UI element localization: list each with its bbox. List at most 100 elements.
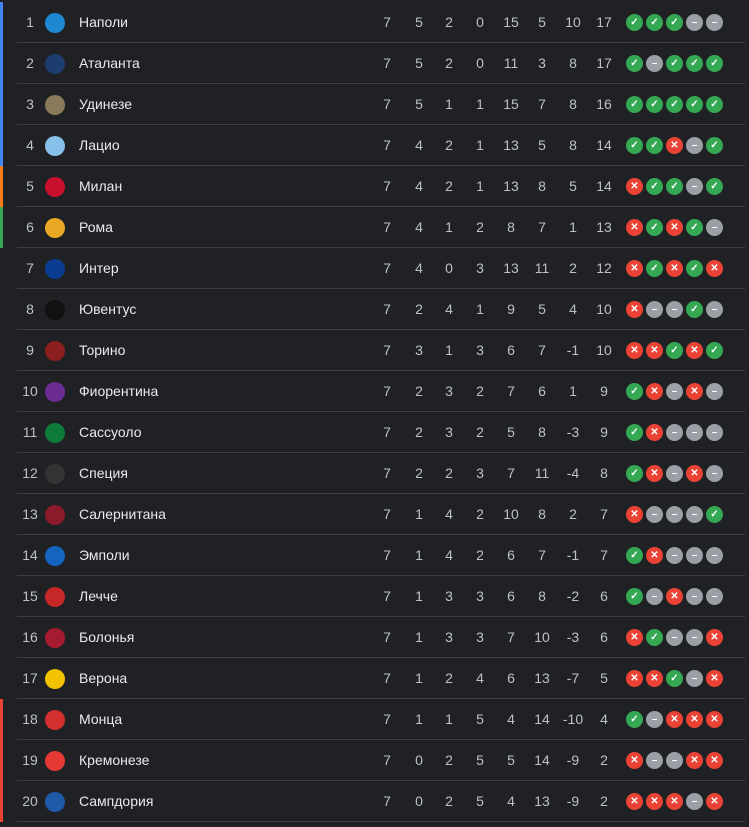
table-row[interactable]: 11 Сассуоло 7 2 3 2 5 8 -3 9 ✓ ✕ – – –	[0, 412, 749, 453]
check-icon[interactable]: ✓	[626, 383, 643, 400]
team-name[interactable]: Торино	[79, 342, 126, 358]
team-name[interactable]: Лечче	[79, 588, 118, 604]
cross-icon[interactable]: ✕	[666, 219, 683, 236]
cross-icon[interactable]: ✕	[626, 260, 643, 277]
team-name[interactable]: Интер	[79, 260, 119, 276]
team-name[interactable]: Милан	[79, 178, 123, 194]
dash-icon[interactable]: –	[706, 301, 723, 318]
dash-icon[interactable]: –	[666, 506, 683, 523]
team-name[interactable]: Специя	[79, 465, 128, 481]
team-name[interactable]: Верона	[79, 670, 128, 686]
dash-icon[interactable]: –	[706, 588, 723, 605]
table-row[interactable]: 14 Эмполи 7 1 4 2 6 7 -1 7 ✓ ✕ – – –	[0, 535, 749, 576]
check-icon[interactable]: ✓	[706, 137, 723, 154]
table-row[interactable]: 4 Лацио 7 4 2 1 13 5 8 14 ✓ ✓ ✕ – ✓	[0, 125, 749, 166]
table-row[interactable]: 12 Специя 7 2 2 3 7 11 -4 8 ✓ ✕ – ✕ –	[0, 453, 749, 494]
dash-icon[interactable]: –	[686, 629, 703, 646]
dash-icon[interactable]: –	[666, 547, 683, 564]
check-icon[interactable]: ✓	[686, 55, 703, 72]
cross-icon[interactable]: ✕	[626, 752, 643, 769]
dash-icon[interactable]: –	[646, 752, 663, 769]
cross-icon[interactable]: ✕	[686, 465, 703, 482]
table-row[interactable]: 19 Кремонезе 7 0 2 5 5 14 -9 2 ✕ – – ✕ ✕	[0, 740, 749, 781]
table-row[interactable]: 2 Аталанта 7 5 2 0 11 3 8 17 ✓ – ✓ ✓ ✓	[0, 43, 749, 84]
dash-icon[interactable]: –	[706, 14, 723, 31]
dash-icon[interactable]: –	[646, 301, 663, 318]
team-name[interactable]: Фиорентина	[79, 383, 159, 399]
table-row[interactable]: 1 Наполи 7 5 2 0 15 5 10 17 ✓ ✓ ✓ – –	[0, 2, 749, 43]
team-name[interactable]: Рома	[79, 219, 113, 235]
table-row[interactable]: 5 Милан 7 4 2 1 13 8 5 14 ✕ ✓ ✓ – ✓	[0, 166, 749, 207]
team-name[interactable]: Монца	[79, 711, 123, 727]
table-row[interactable]: 16 Болонья 7 1 3 3 7 10 -3 6 ✕ ✓ – – ✕	[0, 617, 749, 658]
dash-icon[interactable]: –	[686, 178, 703, 195]
cross-icon[interactable]: ✕	[626, 342, 643, 359]
check-icon[interactable]: ✓	[706, 178, 723, 195]
table-row[interactable]: 9 Торино 7 3 1 3 6 7 -1 10 ✕ ✕ ✓ ✕ ✓	[0, 330, 749, 371]
cross-icon[interactable]: ✕	[646, 383, 663, 400]
dash-icon[interactable]: –	[686, 547, 703, 564]
check-icon[interactable]: ✓	[626, 55, 643, 72]
team-name[interactable]: Салернитана	[79, 506, 166, 522]
cross-icon[interactable]: ✕	[646, 465, 663, 482]
cross-icon[interactable]: ✕	[706, 711, 723, 728]
table-row[interactable]: 7 Интер 7 4 0 3 13 11 2 12 ✕ ✓ ✕ ✓ ✕	[0, 248, 749, 289]
check-icon[interactable]: ✓	[686, 96, 703, 113]
table-row[interactable]: 17 Верона 7 1 2 4 6 13 -7 5 ✕ ✕ ✓ – ✕	[0, 658, 749, 699]
dash-icon[interactable]: –	[686, 793, 703, 810]
cross-icon[interactable]: ✕	[646, 342, 663, 359]
check-icon[interactable]: ✓	[706, 96, 723, 113]
table-row[interactable]: 10 Фиорентина 7 2 3 2 7 6 1 9 ✓ ✕ – ✕ –	[0, 371, 749, 412]
cross-icon[interactable]: ✕	[666, 137, 683, 154]
cross-icon[interactable]: ✕	[686, 383, 703, 400]
cross-icon[interactable]: ✕	[686, 342, 703, 359]
cross-icon[interactable]: ✕	[706, 752, 723, 769]
cross-icon[interactable]: ✕	[686, 752, 703, 769]
check-icon[interactable]: ✓	[626, 424, 643, 441]
team-name[interactable]: Болонья	[79, 629, 135, 645]
table-row[interactable]: 8 Ювентус 7 2 4 1 9 5 4 10 ✕ – – ✓ –	[0, 289, 749, 330]
check-icon[interactable]: ✓	[626, 137, 643, 154]
check-icon[interactable]: ✓	[646, 260, 663, 277]
cross-icon[interactable]: ✕	[706, 793, 723, 810]
dash-icon[interactable]: –	[646, 55, 663, 72]
team-name[interactable]: Ювентус	[79, 301, 137, 317]
team-name[interactable]: Лацио	[79, 137, 120, 153]
check-icon[interactable]: ✓	[666, 670, 683, 687]
cross-icon[interactable]: ✕	[706, 260, 723, 277]
check-icon[interactable]: ✓	[666, 178, 683, 195]
cross-icon[interactable]: ✕	[666, 793, 683, 810]
dash-icon[interactable]: –	[706, 383, 723, 400]
check-icon[interactable]: ✓	[626, 465, 643, 482]
check-icon[interactable]: ✓	[626, 14, 643, 31]
dash-icon[interactable]: –	[686, 424, 703, 441]
check-icon[interactable]: ✓	[666, 14, 683, 31]
check-icon[interactable]: ✓	[646, 137, 663, 154]
dash-icon[interactable]: –	[666, 383, 683, 400]
check-icon[interactable]: ✓	[706, 506, 723, 523]
check-icon[interactable]: ✓	[706, 342, 723, 359]
check-icon[interactable]: ✓	[646, 219, 663, 236]
cross-icon[interactable]: ✕	[706, 629, 723, 646]
cross-icon[interactable]: ✕	[686, 711, 703, 728]
check-icon[interactable]: ✓	[646, 14, 663, 31]
dash-icon[interactable]: –	[646, 711, 663, 728]
team-name[interactable]: Наполи	[79, 14, 128, 30]
cross-icon[interactable]: ✕	[626, 506, 643, 523]
check-icon[interactable]: ✓	[626, 96, 643, 113]
dash-icon[interactable]: –	[666, 752, 683, 769]
check-icon[interactable]: ✓	[666, 55, 683, 72]
dash-icon[interactable]: –	[706, 547, 723, 564]
check-icon[interactable]: ✓	[626, 588, 643, 605]
cross-icon[interactable]: ✕	[706, 670, 723, 687]
cross-icon[interactable]: ✕	[666, 260, 683, 277]
cross-icon[interactable]: ✕	[666, 588, 683, 605]
check-icon[interactable]: ✓	[646, 96, 663, 113]
cross-icon[interactable]: ✕	[626, 178, 643, 195]
dash-icon[interactable]: –	[706, 219, 723, 236]
check-icon[interactable]: ✓	[646, 178, 663, 195]
check-icon[interactable]: ✓	[666, 342, 683, 359]
cross-icon[interactable]: ✕	[646, 670, 663, 687]
dash-icon[interactable]: –	[686, 506, 703, 523]
dash-icon[interactable]: –	[666, 629, 683, 646]
